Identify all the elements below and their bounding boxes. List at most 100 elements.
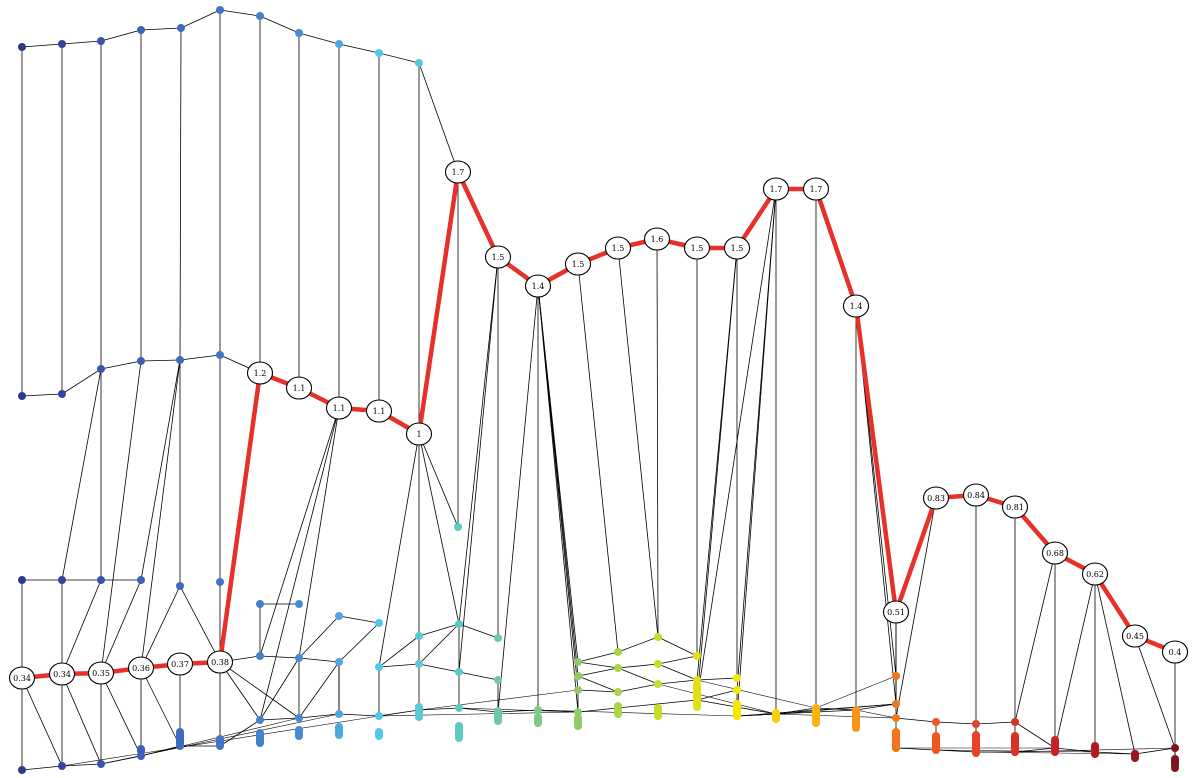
tree-node [58,762,66,770]
tree-edge [298,32,340,45]
path-node-label: 0.62 [1086,570,1104,579]
path-node: 1.5 [604,236,632,260]
path-node-circle [166,652,194,676]
path-node-label: 1.7 [452,168,465,177]
tree-node [295,654,303,662]
tree-node [654,660,662,668]
tree-edge [577,675,619,693]
tree-edge [418,689,579,711]
edges-layer [21,9,1176,771]
path-node-label: 1.1 [373,407,386,416]
tree-edge [895,717,937,723]
path-node-circle [842,294,870,318]
path-node-circle [723,236,751,260]
tree-edge [21,393,63,397]
tree-edge [298,713,340,719]
tree-edge [140,359,181,669]
tree-node [256,12,264,20]
tree-edge [140,585,181,669]
tree-edge [378,635,420,668]
tree-edge [378,709,420,717]
tree-node [614,688,622,696]
tree-edge [100,672,142,757]
tree-edge [298,657,340,663]
tree-edge [537,285,579,713]
tree-edge [458,707,579,713]
tree-edge [1054,747,1096,753]
path-node-circle [1081,562,1109,586]
tree-edge [736,188,777,717]
tree-edge [378,52,420,64]
path-node-label: 0.45 [1126,632,1144,641]
path-node-circle [246,361,274,385]
tree-edge [259,717,300,721]
tree-node [415,660,423,668]
tree-edge [895,747,937,751]
path-node-label: 1.5 [731,244,744,253]
tree-node [216,578,224,586]
tree-node [18,43,26,51]
path-node-circle [802,177,830,201]
tree-node [614,664,622,672]
path-node-label: 0.34 [53,670,71,679]
node-cluster [614,702,622,718]
nodes-layer [18,6,1179,774]
path-node-label: 1.1 [333,404,346,413]
path-node-circle [922,486,950,510]
tree-node [455,668,463,676]
tree-edge [577,661,619,669]
tree-edge [458,256,499,673]
tree-node [494,634,502,642]
tree-edge [577,263,619,653]
tree-node [455,704,463,712]
path-node: 1.5 [683,236,711,260]
path-node-label: 1.4 [532,282,545,291]
tree-node [733,686,741,694]
tree-edge [100,29,142,42]
tree-node [137,576,145,584]
tree-edge [657,663,698,681]
node-cluster [216,735,224,749]
tree-node [216,351,224,359]
tree-edge [338,713,380,717]
tree-node [892,672,900,680]
tree-node [256,652,264,660]
node-cluster [892,728,900,752]
tree-edge [61,673,102,765]
path-node-circle [48,662,76,686]
path-node: 1.6 [643,227,671,251]
node-cluster [176,728,184,748]
tree-edge [736,709,857,717]
path-node-label: 0.68 [1046,549,1064,558]
tree-node [335,612,343,620]
tree-node [18,576,26,584]
path-node: 1.4 [842,294,870,318]
path-node-circle [564,252,592,276]
path-node-label: 0.4 [1169,648,1182,657]
tree-node [295,29,303,37]
tree-edge [1054,573,1096,749]
node-cluster [1171,755,1179,769]
tree-node [892,714,900,722]
tree-edge [179,585,221,663]
tree-edge [1014,721,1056,749]
path-node-label: 0.34 [13,674,31,683]
tree-edge [219,9,261,17]
tree-node [574,686,582,694]
tree-node [972,720,980,728]
tree-edge [458,256,499,625]
tree-edge [259,655,300,659]
path-node: 0.38 [206,650,234,674]
tree-node [574,672,582,680]
tree-edge [338,615,380,624]
path-node: 1.1 [285,376,313,400]
node-cluster [494,707,502,725]
highlight-path [21,169,1176,681]
path-node-label: 0.84 [967,491,985,500]
tree-edge [497,285,539,713]
tree-edge [696,188,777,701]
path-node-label: 1.5 [612,244,625,253]
tree-node [454,523,462,531]
tree-edge [378,433,420,668]
tree-node [176,582,184,590]
